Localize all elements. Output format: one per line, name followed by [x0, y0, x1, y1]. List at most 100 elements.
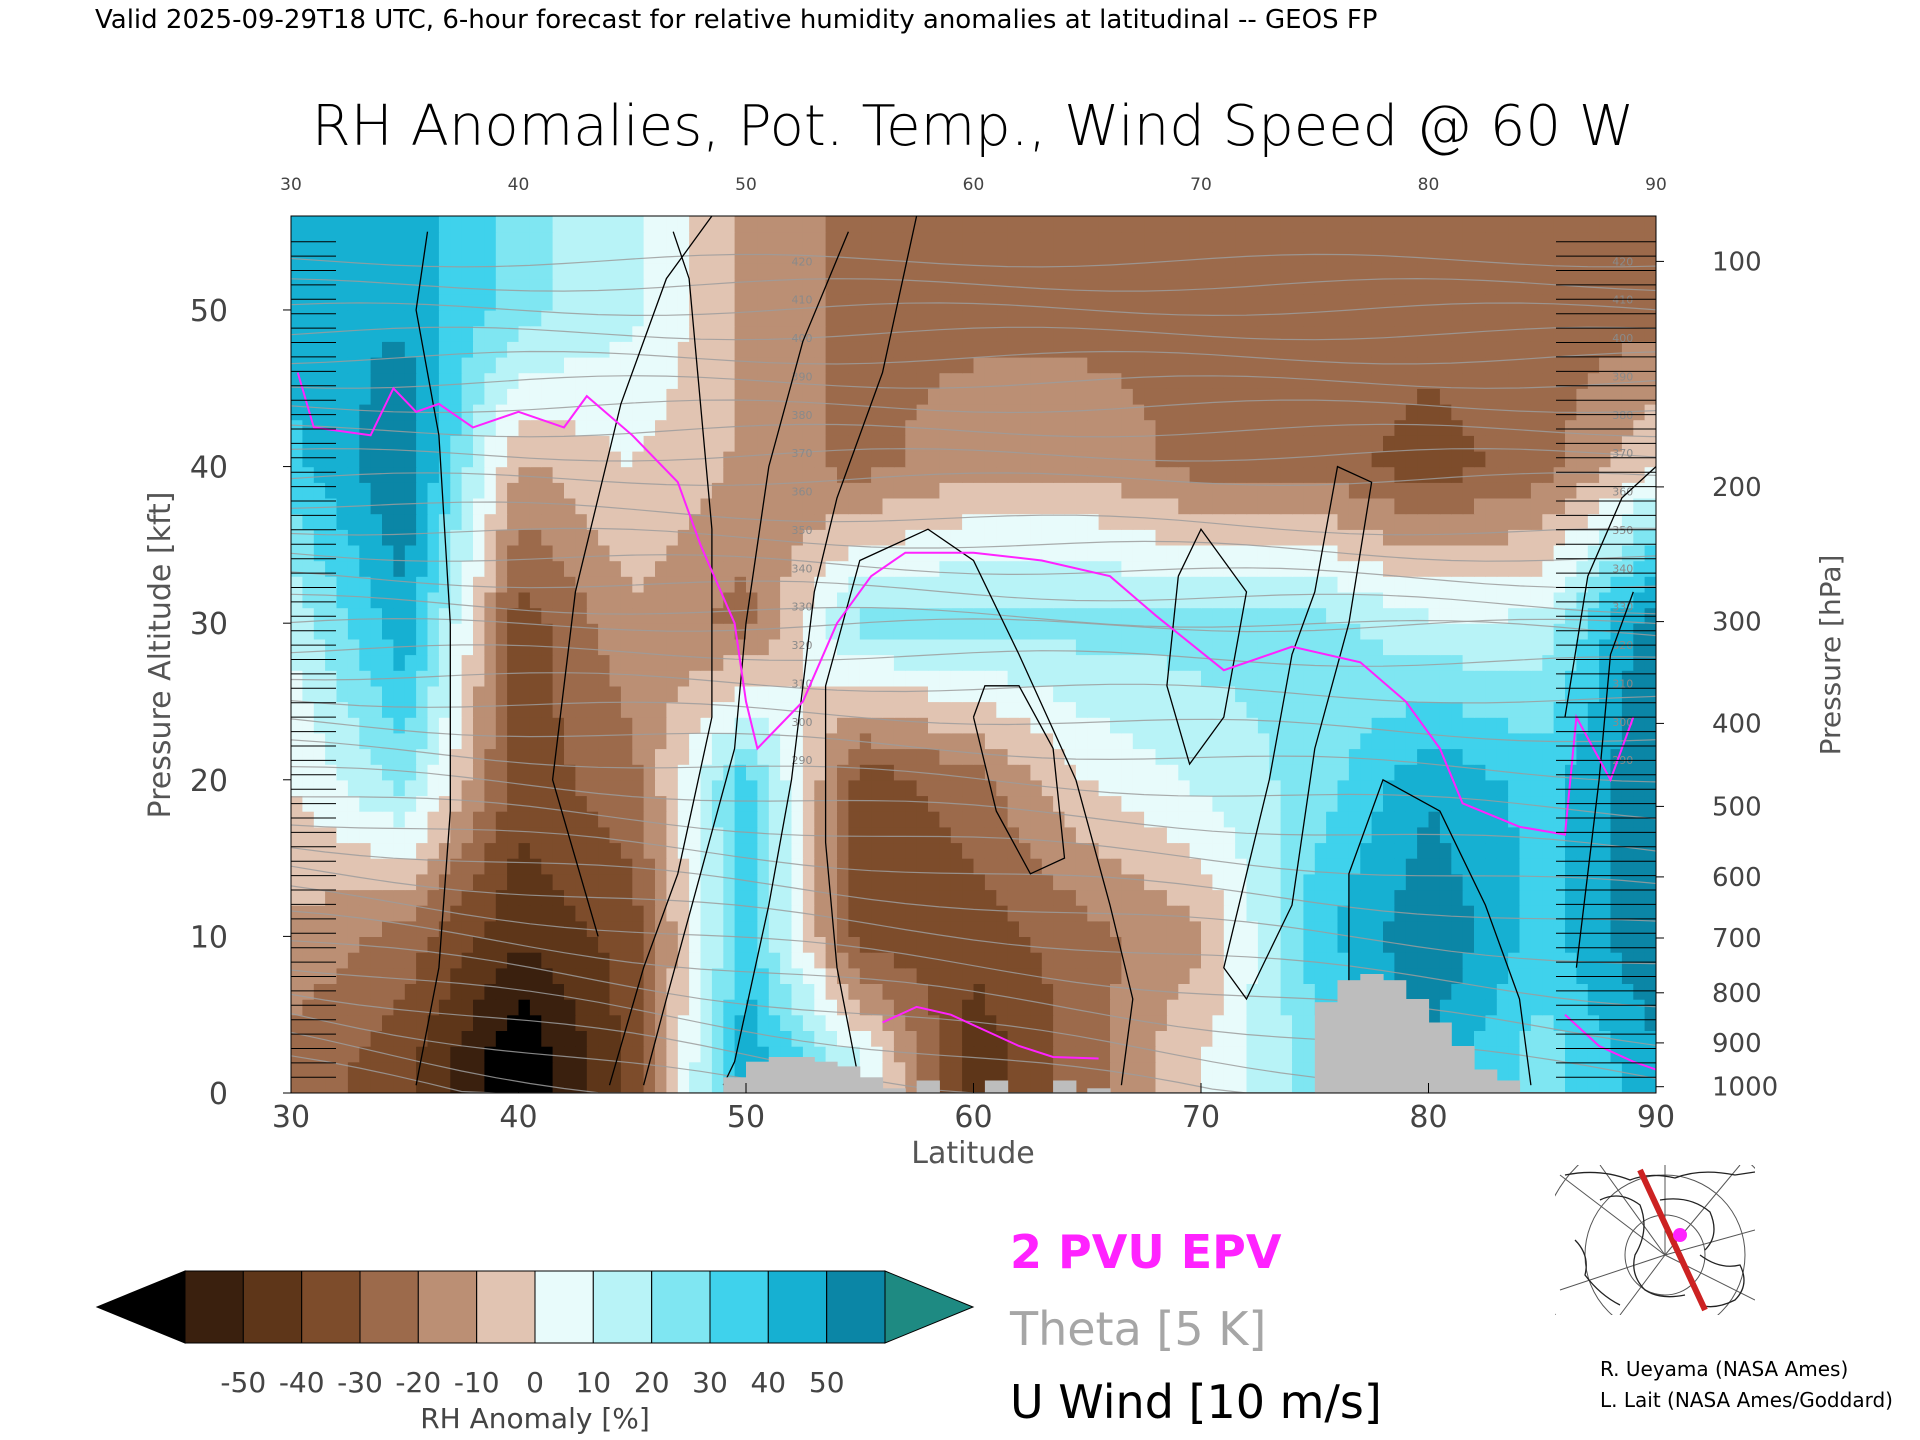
rh-cell [541, 623, 554, 640]
rh-cell [996, 811, 1009, 828]
rh-cell [1405, 717, 1418, 734]
rh-cell [1451, 764, 1464, 781]
rh-cell [1621, 1030, 1634, 1047]
rh-cell [1519, 999, 1532, 1016]
rh-cell [893, 999, 906, 1016]
rh-cell [1633, 607, 1646, 624]
rh-cell [1223, 889, 1236, 906]
rh-cell [416, 654, 429, 671]
rh-cell [700, 952, 713, 969]
rh-cell [939, 638, 952, 656]
rh-cell [859, 717, 872, 734]
rh-cell [1519, 497, 1532, 515]
rh-cell [1428, 544, 1441, 562]
rh-cell [746, 450, 758, 468]
rh-cell [1576, 779, 1589, 797]
rh-cell [848, 983, 861, 1000]
rh-cell [1633, 1046, 1646, 1063]
rh-cell [1041, 967, 1054, 984]
rh-cell [416, 858, 429, 875]
rh-cell [1496, 732, 1509, 750]
rh-cell [1496, 717, 1509, 734]
rh-cell [1087, 779, 1100, 797]
rh-cell [1348, 842, 1361, 859]
rh-cell [1485, 936, 1498, 953]
rh-cell [1269, 983, 1282, 1000]
rh-cell [473, 826, 485, 844]
rh-cell [973, 999, 986, 1016]
rh-cell [1576, 952, 1589, 969]
rh-cell [905, 873, 918, 891]
rh-cell [1383, 732, 1395, 750]
rh-cell [473, 999, 485, 1016]
rh-cell [666, 999, 679, 1016]
rh-cell [1405, 889, 1418, 906]
rh-cell [1553, 591, 1566, 609]
rh-cell [336, 826, 349, 844]
rh-cell [1439, 576, 1452, 593]
rh-cell [734, 920, 747, 937]
rh-cell [1155, 999, 1168, 1016]
rh-cell [347, 544, 360, 562]
rh-cell [1599, 1061, 1612, 1078]
rh-cell [1246, 1046, 1259, 1063]
rh-cell [1280, 529, 1293, 546]
rh-cell [723, 905, 736, 922]
rh-cell [814, 482, 827, 499]
rh-cell [1485, 999, 1498, 1016]
rh-cell [1098, 701, 1111, 718]
rh-cell [666, 607, 679, 624]
rh-cell [825, 779, 838, 797]
rh-cell [666, 513, 679, 530]
rh-cell [962, 513, 975, 530]
rh-cell [427, 811, 440, 828]
rh-cell [359, 576, 372, 593]
rh-cell [1121, 685, 1134, 703]
rh-cell [1337, 811, 1350, 828]
rh-cell [1451, 936, 1464, 953]
rh-cell [655, 936, 667, 953]
rh-cell [871, 920, 884, 937]
rh-cell [734, 967, 747, 984]
rh-cell [632, 701, 645, 718]
rh-cell [564, 920, 576, 937]
rh-cell [1462, 497, 1475, 515]
rh-cell [325, 1046, 338, 1063]
rh-cell [382, 952, 394, 969]
rh-cell [359, 999, 372, 1016]
rh-cell [609, 717, 622, 734]
rh-cell [996, 952, 1009, 969]
rh-cell [552, 607, 565, 624]
rh-cell [1019, 905, 1031, 922]
rh-cell [438, 936, 451, 953]
rh-cell [939, 779, 952, 797]
rh-cell [905, 466, 918, 483]
rh-cell [848, 607, 861, 624]
rh-cell [1280, 1061, 1293, 1078]
rh-cell [473, 544, 485, 562]
rh-cell [609, 1046, 622, 1063]
rh-cell [529, 999, 542, 1016]
rh-cell [893, 748, 906, 765]
rh-cell [1508, 858, 1521, 875]
rh-cell [1110, 482, 1122, 499]
rh-cell [1394, 685, 1407, 703]
rh-cell [1212, 889, 1225, 906]
rh-cell [1633, 482, 1646, 499]
rh-cell [1394, 544, 1407, 562]
rh-cell [1553, 638, 1566, 656]
rh-cell [325, 513, 338, 530]
rh-cell [1303, 999, 1316, 1016]
rh-cell [780, 999, 793, 1016]
rh-cell [1098, 497, 1111, 515]
rh-cell [893, 1061, 906, 1078]
rh-cell [313, 1077, 326, 1093]
rh-cell [916, 983, 929, 1000]
rh-cell [302, 638, 315, 656]
rh-cell [1599, 983, 1612, 1000]
rh-cell [871, 638, 884, 656]
rh-cell [791, 529, 804, 546]
rh-cell [1553, 936, 1566, 953]
rh-cell [1155, 795, 1168, 812]
rh-cell [1348, 779, 1361, 797]
